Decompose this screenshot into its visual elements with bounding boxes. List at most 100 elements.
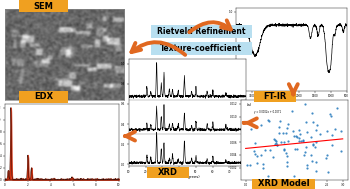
FancyBboxPatch shape: [252, 179, 315, 189]
Point: [285, 155, 290, 158]
Point: [313, 170, 319, 173]
FancyBboxPatch shape: [19, 0, 68, 12]
Point: [254, 162, 260, 165]
Point: [272, 143, 278, 146]
Point: [285, 140, 291, 143]
Text: FT-IR: FT-IR: [263, 92, 286, 101]
Point: [294, 148, 300, 151]
Point: [273, 139, 279, 143]
Text: XRD Model: XRD Model: [258, 179, 309, 188]
Text: SEM: SEM: [34, 2, 54, 11]
Point: [284, 165, 290, 168]
Point: [265, 118, 271, 121]
Point: [325, 170, 331, 173]
Point: [296, 129, 302, 132]
Point: [310, 143, 316, 146]
Point: [302, 150, 308, 153]
Point: [254, 155, 260, 158]
Point: [303, 145, 309, 148]
Point: [252, 153, 257, 156]
Point: [252, 142, 258, 145]
Point: [299, 139, 304, 142]
Point: [291, 134, 296, 137]
Point: [313, 129, 319, 132]
Point: [338, 129, 344, 132]
Point: [304, 163, 309, 167]
Point: [328, 114, 334, 117]
Point: [274, 144, 279, 147]
Point: [309, 160, 315, 163]
Point: [297, 139, 302, 143]
Point: [265, 174, 271, 177]
Point: [313, 145, 318, 148]
Point: [248, 128, 254, 131]
Point: [323, 156, 329, 160]
Point: [338, 149, 344, 152]
Point: [330, 144, 335, 147]
Text: XRD: XRD: [158, 168, 178, 177]
Text: EDX: EDX: [34, 92, 53, 101]
Point: [289, 109, 295, 112]
Point: [309, 112, 315, 115]
Point: [310, 120, 316, 123]
Point: [327, 113, 332, 116]
Point: [302, 102, 308, 105]
FancyBboxPatch shape: [147, 167, 189, 178]
Point: [284, 160, 289, 163]
Point: [247, 164, 253, 167]
Point: [329, 134, 334, 137]
Point: [301, 139, 306, 142]
FancyBboxPatch shape: [254, 91, 296, 102]
Point: [284, 127, 290, 130]
Point: [272, 139, 278, 142]
Point: [314, 123, 320, 126]
Point: [271, 155, 276, 158]
Point: [297, 133, 302, 136]
Point: [303, 121, 309, 124]
Point: [293, 134, 299, 137]
Point: [324, 153, 330, 156]
Point: [281, 141, 287, 144]
Point: [258, 154, 264, 157]
Point: [281, 132, 286, 135]
Point: [260, 163, 266, 166]
X-axis label: d(calc.): d(calc.): [288, 188, 301, 189]
Point: [283, 131, 289, 134]
Point: [278, 141, 284, 144]
Text: Texture-coefficient: Texture-coefficient: [160, 44, 242, 53]
Point: [304, 131, 310, 134]
Point: [262, 149, 267, 152]
Point: [251, 149, 257, 153]
FancyBboxPatch shape: [150, 42, 252, 55]
Point: [260, 167, 266, 170]
Point: [267, 149, 273, 152]
Text: (a): (a): [246, 103, 252, 107]
Point: [290, 129, 295, 132]
Point: [310, 143, 316, 146]
FancyBboxPatch shape: [150, 25, 252, 38]
Point: [281, 148, 287, 151]
Point: [324, 130, 330, 133]
Point: [332, 127, 338, 130]
Text: y = 0.0002x + 0.0071: y = 0.0002x + 0.0071: [254, 110, 281, 114]
FancyBboxPatch shape: [19, 91, 68, 103]
Point: [308, 154, 313, 157]
Point: [314, 160, 319, 163]
Point: [296, 137, 301, 140]
Point: [244, 163, 250, 166]
Point: [281, 147, 287, 150]
Point: [335, 107, 340, 110]
Point: [313, 140, 319, 143]
Point: [304, 167, 310, 170]
X-axis label: 2θ (degrees): 2θ (degrees): [175, 175, 200, 179]
Point: [271, 137, 277, 140]
Point: [292, 174, 297, 177]
Point: [317, 132, 323, 135]
Point: [285, 123, 290, 126]
Point: [274, 143, 280, 146]
Point: [292, 148, 298, 151]
Point: [300, 139, 305, 142]
Point: [276, 125, 282, 128]
Point: [258, 123, 263, 126]
Point: [278, 119, 283, 122]
